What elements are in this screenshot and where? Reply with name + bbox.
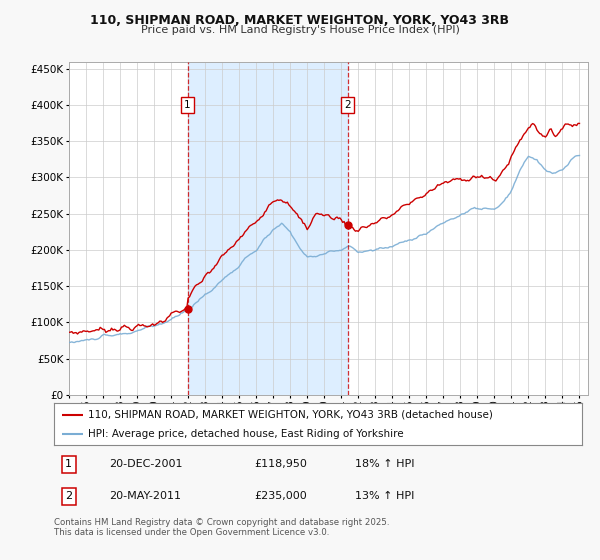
Text: £235,000: £235,000 xyxy=(254,491,307,501)
Text: 20-DEC-2001: 20-DEC-2001 xyxy=(109,459,183,469)
Text: 1: 1 xyxy=(65,459,72,469)
Text: 2: 2 xyxy=(344,100,351,110)
Text: 110, SHIPMAN ROAD, MARKET WEIGHTON, YORK, YO43 3RB (detached house): 110, SHIPMAN ROAD, MARKET WEIGHTON, YORK… xyxy=(88,409,493,419)
Text: 1: 1 xyxy=(184,100,191,110)
Bar xyxy=(188,62,348,395)
Text: HPI: Average price, detached house, East Riding of Yorkshire: HPI: Average price, detached house, East… xyxy=(88,429,404,439)
Text: 18% ↑ HPI: 18% ↑ HPI xyxy=(355,459,415,469)
Text: £118,950: £118,950 xyxy=(254,459,308,469)
Text: 110, SHIPMAN ROAD, MARKET WEIGHTON, YORK, YO43 3RB: 110, SHIPMAN ROAD, MARKET WEIGHTON, YORK… xyxy=(91,14,509,27)
Text: Contains HM Land Registry data © Crown copyright and database right 2025.
This d: Contains HM Land Registry data © Crown c… xyxy=(54,518,389,538)
Text: 13% ↑ HPI: 13% ↑ HPI xyxy=(355,491,415,501)
Text: 2: 2 xyxy=(65,491,73,501)
Text: Price paid vs. HM Land Registry's House Price Index (HPI): Price paid vs. HM Land Registry's House … xyxy=(140,25,460,35)
Text: 20-MAY-2011: 20-MAY-2011 xyxy=(109,491,181,501)
